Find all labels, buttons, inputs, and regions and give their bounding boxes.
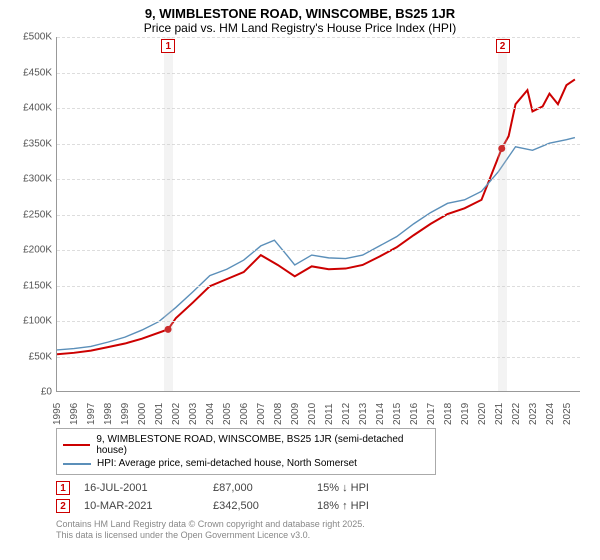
sale-date: 10-MAR-2021	[84, 500, 199, 512]
sale-price: £87,000	[213, 482, 303, 494]
sale-row: 1 16-JUL-2001 £87,000 15% ↓ HPI	[56, 479, 590, 497]
x-tick-label: 2025	[562, 403, 573, 425]
x-tick-label: 2020	[477, 403, 488, 425]
sale-marker: 2	[496, 39, 510, 53]
x-tick-label: 2015	[392, 403, 403, 425]
sale-hpi-delta: 18% ↑ HPI	[317, 500, 407, 512]
x-tick-label: 2016	[409, 403, 420, 425]
title-line-1: 9, WIMBLESTONE ROAD, WINSCOMBE, BS25 1JR	[0, 6, 600, 21]
y-axis: £0£50K£100K£150K£200K£250K£300K£350K£400…	[10, 37, 54, 392]
x-tick-label: 2014	[375, 403, 386, 425]
x-tick-label: 2001	[154, 403, 165, 425]
sale-index-badge: 1	[56, 481, 70, 495]
sales-table: 1 16-JUL-2001 £87,000 15% ↓ HPI 2 10-MAR-2021…	[56, 479, 590, 515]
sale-price: £342,500	[213, 500, 303, 512]
sale-marker: 1	[161, 39, 175, 53]
legend-label: 9, WIMBLESTONE ROAD, WINSCOMBE, BS25 1JR…	[96, 434, 429, 456]
sale-index-badge: 2	[56, 499, 70, 513]
sale-date: 16-JUL-2001	[84, 482, 199, 494]
x-tick-label: 2023	[528, 403, 539, 425]
x-tick-label: 2008	[273, 403, 284, 425]
y-tick-label: £500K	[23, 32, 52, 43]
x-tick-label: 2009	[290, 403, 301, 425]
x-tick-label: 1995	[52, 403, 63, 425]
sale-band	[498, 37, 507, 391]
x-tick-label: 2003	[188, 403, 199, 425]
attribution-line: This data is licensed under the Open Gov…	[56, 530, 590, 541]
x-axis: 1995199619971998199920002001200220032004…	[56, 392, 580, 422]
x-tick-label: 1999	[120, 403, 131, 425]
x-tick-label: 2019	[460, 403, 471, 425]
x-tick-label: 2000	[137, 403, 148, 425]
x-tick-label: 2017	[426, 403, 437, 425]
y-tick-label: £50K	[29, 351, 52, 362]
legend-item: 9, WIMBLESTONE ROAD, WINSCOMBE, BS25 1JR…	[63, 433, 429, 457]
x-tick-label: 2021	[494, 403, 505, 425]
y-tick-label: £300K	[23, 174, 52, 185]
x-tick-label: 1998	[103, 403, 114, 425]
sale-band	[164, 37, 173, 391]
x-tick-label: 2004	[205, 403, 216, 425]
x-tick-label: 2002	[171, 403, 182, 425]
legend: 9, WIMBLESTONE ROAD, WINSCOMBE, BS25 1JR…	[56, 428, 436, 475]
x-tick-label: 1997	[86, 403, 97, 425]
x-tick-label: 1996	[69, 403, 80, 425]
x-tick-label: 2012	[341, 403, 352, 425]
y-tick-label: £150K	[23, 280, 52, 291]
y-tick-label: £450K	[23, 67, 52, 78]
plot-area: 12	[56, 37, 580, 392]
y-tick-label: £250K	[23, 209, 52, 220]
x-tick-label: 2022	[511, 403, 522, 425]
x-tick-label: 2005	[222, 403, 233, 425]
x-tick-label: 2011	[324, 403, 335, 425]
legend-item: HPI: Average price, semi-detached house,…	[63, 457, 429, 470]
y-tick-label: £400K	[23, 103, 52, 114]
y-tick-label: £350K	[23, 138, 52, 149]
chart-title: 9, WIMBLESTONE ROAD, WINSCOMBE, BS25 1JR…	[0, 0, 600, 37]
y-tick-label: £100K	[23, 316, 52, 327]
attribution-line: Contains HM Land Registry data © Crown c…	[56, 519, 590, 530]
sale-row: 2 10-MAR-2021 £342,500 18% ↑ HPI	[56, 497, 590, 515]
x-tick-label: 2018	[443, 403, 454, 425]
x-tick-label: 2024	[545, 403, 556, 425]
attribution: Contains HM Land Registry data © Crown c…	[56, 519, 590, 542]
legend-swatch	[63, 444, 90, 446]
title-line-2: Price paid vs. HM Land Registry's House …	[0, 21, 600, 35]
chart-area: £0 £50K £100K £150K £200K £250K £300K £350K £400…	[10, 37, 590, 422]
x-tick-label: 2010	[307, 403, 318, 425]
y-tick-label: £200K	[23, 245, 52, 256]
x-tick-label: 2006	[239, 403, 250, 425]
sale-hpi-delta: 15% ↓ HPI	[317, 482, 407, 494]
x-tick-label: 2013	[358, 403, 369, 425]
x-tick-label: 2007	[256, 403, 267, 425]
y-tick-label: £0	[41, 387, 52, 398]
legend-swatch	[63, 463, 91, 465]
legend-label: HPI: Average price, semi-detached house,…	[97, 458, 357, 469]
